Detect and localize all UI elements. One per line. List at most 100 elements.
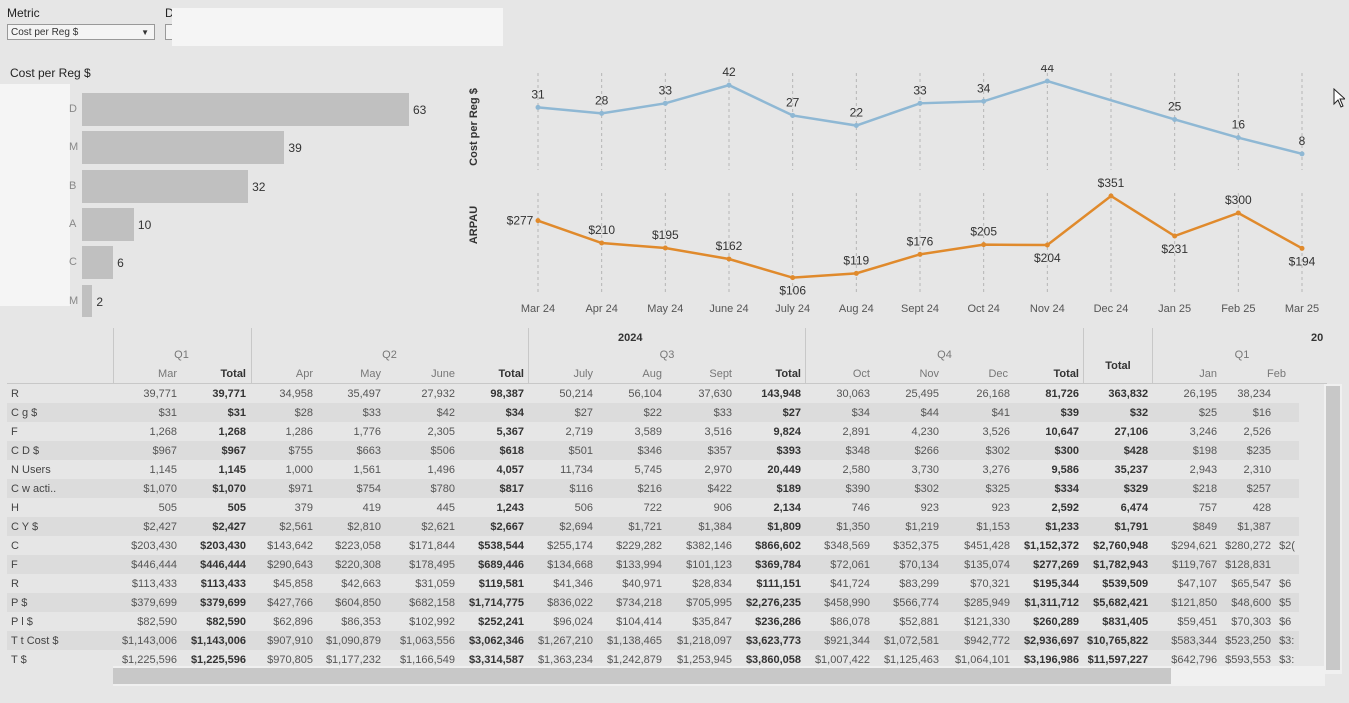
bar[interactable] — [82, 169, 249, 203]
table-row: P $ $379,699 $379,699 $427,766 $604,850 $682,… — [7, 593, 1299, 612]
table-cell: 3,276 — [943, 460, 1014, 479]
horizontal-scrollbar-thumb[interactable] — [113, 668, 1171, 684]
table-cell: $40,971 — [597, 574, 666, 593]
table-cell: $223,058 — [317, 536, 385, 555]
bar[interactable] — [82, 246, 114, 280]
month-column-header: Apr — [295, 368, 313, 380]
data-point — [917, 251, 923, 257]
x-tick-label: June 24 — [709, 303, 748, 315]
table-cell: $34 — [459, 403, 528, 422]
table-cell: 2,310 — [1221, 460, 1276, 479]
metric-dropdown[interactable]: Cost per Reg $ ▼ — [7, 24, 155, 40]
table-cell: $41 — [943, 403, 1014, 422]
total-column-header: Total — [498, 368, 524, 380]
bar-category-label: C — [69, 256, 77, 269]
table-cell-clipped — [1275, 441, 1299, 460]
table-cell: $501 — [528, 441, 597, 460]
table-row: P l $ $82,590 $82,590 $62,896 $86,353 $102,99… — [7, 612, 1299, 631]
table-cell: 1,000 — [250, 460, 317, 479]
month-column-header: Mar — [158, 368, 177, 380]
table-cell: 419 — [317, 498, 385, 517]
table-cell: 757 — [1152, 498, 1222, 517]
table-cell: $1,007,422 — [805, 650, 874, 669]
table-cell: $113,433 — [181, 574, 250, 593]
table-cell: $1,153 — [943, 517, 1014, 536]
data-point — [1172, 116, 1178, 122]
table-cell: $47,107 — [1152, 574, 1222, 593]
table-cell: $1,253,945 — [666, 650, 736, 669]
table-cell: $663 — [317, 441, 385, 460]
table-cell: $220,308 — [317, 555, 385, 574]
table-cell: $86,078 — [805, 612, 874, 631]
table-cell: $369,784 — [736, 555, 805, 574]
bar-value-label: 6 — [117, 256, 124, 271]
data-point — [535, 104, 541, 110]
table-row: T t Cost $ $1,143,006 $1,143,006 $907,910 $1… — [7, 631, 1299, 650]
bar-category-label: A — [69, 217, 77, 230]
table-row: C D $ $967 $967 $755 $663 $506 $618 $501 $346 $35… — [7, 441, 1299, 460]
x-tick-label: Aug 24 — [839, 303, 874, 315]
total-column-header: Total — [775, 368, 801, 380]
table-cell: $52,881 — [874, 612, 943, 631]
bar-category-label: M — [69, 141, 79, 154]
vertical-scrollbar[interactable] — [1324, 384, 1342, 674]
table-cell: $302 — [874, 479, 943, 498]
table-row: C w acti.. $1,070 $1,070 $971 $754 $780 $817 $1… — [7, 479, 1299, 498]
table-cell: 35,237 — [1083, 460, 1153, 479]
table-cell: $2,694 — [528, 517, 597, 536]
table-cell: 4,057 — [459, 460, 528, 479]
data-point — [853, 270, 859, 276]
table-cell: $3,062,346 — [459, 631, 528, 650]
table-cell: 27,932 — [385, 384, 459, 403]
table-cell: $1,782,943 — [1083, 555, 1153, 574]
horizontal-scrollbar[interactable] — [113, 666, 1325, 686]
table-cell: 9,824 — [736, 422, 805, 441]
data-point — [1172, 233, 1178, 239]
table-cell: $302 — [943, 441, 1014, 460]
table-cell: $28 — [250, 403, 317, 422]
vertical-scrollbar-thumb[interactable] — [1326, 386, 1340, 670]
bar-value-label: 10 — [137, 217, 152, 232]
table-cell: $1,070 — [181, 479, 250, 498]
table-cell: $907,910 — [250, 631, 317, 650]
month-column-header: May — [360, 368, 381, 380]
x-tick-label: Mar 25 — [1285, 303, 1319, 315]
data-label: 25 — [1168, 99, 1182, 113]
bar[interactable] — [82, 131, 285, 165]
table-cell: 143,948 — [736, 384, 805, 403]
quarter-header: Q1 — [174, 349, 189, 361]
table-cell: $422 — [666, 479, 736, 498]
bar[interactable] — [82, 284, 93, 317]
bar[interactable] — [82, 207, 134, 241]
table-cell: $3,314,587 — [459, 650, 528, 669]
table-cell: 2,526 — [1221, 422, 1276, 441]
row-label: F — [7, 555, 113, 574]
data-point — [790, 112, 796, 118]
table-cell-clipped: $3: — [1275, 631, 1299, 650]
table-cell: 923 — [943, 498, 1014, 517]
x-tick-label: Mar 24 — [521, 303, 555, 315]
table-cell: $451,428 — [943, 536, 1014, 555]
table-cell: $121,850 — [1152, 593, 1222, 612]
x-tick-label: Nov 24 — [1030, 303, 1065, 315]
table-cell: $128,831 — [1221, 555, 1276, 574]
data-label: $162 — [716, 239, 743, 253]
table-cell: $86,353 — [317, 612, 385, 631]
table-cell: 1,145 — [113, 460, 181, 479]
table-cell: $334 — [1014, 479, 1083, 498]
table-cell-clipped — [1275, 517, 1299, 536]
table-cell: $427,766 — [250, 593, 317, 612]
row-label: C g $ — [7, 403, 113, 422]
table-cell: $22 — [597, 403, 666, 422]
bar[interactable] — [82, 93, 409, 126]
table-cell: $62,896 — [250, 612, 317, 631]
table-row: H 505 505 379 419 445 1,243 506 722 906 2,134 746 92… — [7, 498, 1299, 517]
table-cell: $836,022 — [528, 593, 597, 612]
data-label: $205 — [970, 225, 997, 239]
table-cell: 27,106 — [1083, 422, 1153, 441]
table-cell: $119,581 — [459, 574, 528, 593]
data-label: $277 — [507, 214, 534, 228]
table-cell: $566,774 — [874, 593, 943, 612]
table-cell: $1,072,581 — [874, 631, 943, 650]
table-cell: 923 — [874, 498, 943, 517]
